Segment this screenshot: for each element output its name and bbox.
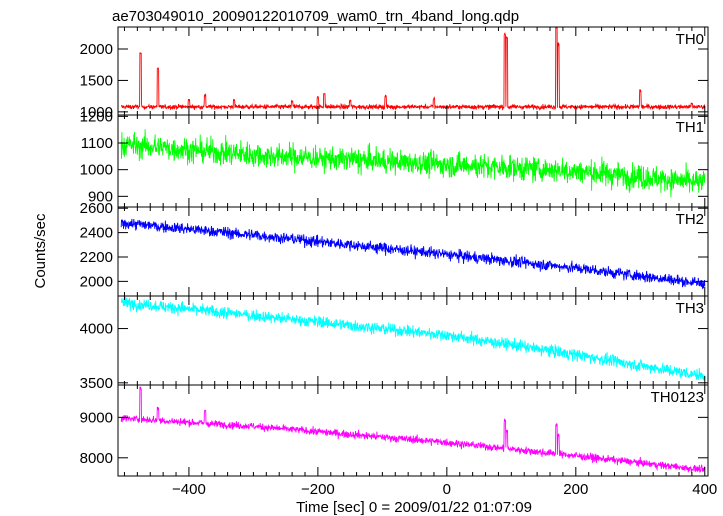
panel-label-th3: TH3 <box>676 300 704 317</box>
y-tick-label: 8000 <box>80 450 113 467</box>
x-tick-label: −200 <box>301 481 335 498</box>
chart-title: ae703049010_20090122010709_wam0_trn_4ban… <box>112 8 519 25</box>
y-tick-label: 2000 <box>80 273 113 290</box>
y-tick-label: 4000 <box>80 321 113 338</box>
series-th2 <box>120 218 706 290</box>
x-tick-label: 200 <box>563 481 588 498</box>
panel-th0123: 8000 9000 TH0123 <box>80 384 709 477</box>
y-tick-label: 2400 <box>80 225 113 242</box>
panel-th0: 1000 1500 2000 TH0 <box>80 26 709 121</box>
panel-label-th1: TH1 <box>676 119 704 136</box>
panel-th1: 900 1000 1100 1200 TH1 <box>80 108 709 208</box>
series-th3 <box>120 296 706 381</box>
panels: 1000 1500 2000 TH0 900 1000 1100 1200 TH1 2000 220… <box>80 26 709 477</box>
y-tick-label: 2600 <box>80 200 113 217</box>
y-tick-label: 900 <box>88 188 113 205</box>
panel-th3: 3500 4000 TH3 <box>80 295 709 392</box>
x-axis-label: Time [sec] 0 = 2009/01/22 01:07:09 <box>296 499 532 516</box>
y-tick-label: 1000 <box>80 104 113 121</box>
x-tick-labels: −400 −200 0 200 400 <box>172 481 717 498</box>
series-th1 <box>120 129 706 198</box>
y-tick-label: 2000 <box>80 41 113 58</box>
y-tick-label: 3500 <box>80 375 113 392</box>
y-tick-label: 1100 <box>81 135 113 152</box>
panel-frame <box>117 384 709 477</box>
y-tick-label: 1000 <box>80 162 113 179</box>
series-th0 <box>121 27 706 112</box>
panel-label-th0123: TH0123 <box>651 389 704 406</box>
panel-frame <box>117 26 709 116</box>
y-axis-label: Counts/sec <box>32 213 49 289</box>
x-tick-label: −400 <box>172 481 206 498</box>
y-tick-label: 9000 <box>80 409 113 426</box>
panel-label-th2: TH2 <box>676 211 704 228</box>
y-tick-label: 1500 <box>80 72 113 89</box>
y-tick-label: 1200 <box>80 108 113 125</box>
series-th0123 <box>120 386 706 474</box>
x-tick-label: 0 <box>443 481 451 498</box>
x-tick-label: 400 <box>692 481 717 498</box>
panel-th2: 2000 2200 2400 2600 TH2 <box>80 200 709 297</box>
panel-label-th0: TH0 <box>676 31 704 48</box>
y-tick-label: 2200 <box>80 249 113 266</box>
